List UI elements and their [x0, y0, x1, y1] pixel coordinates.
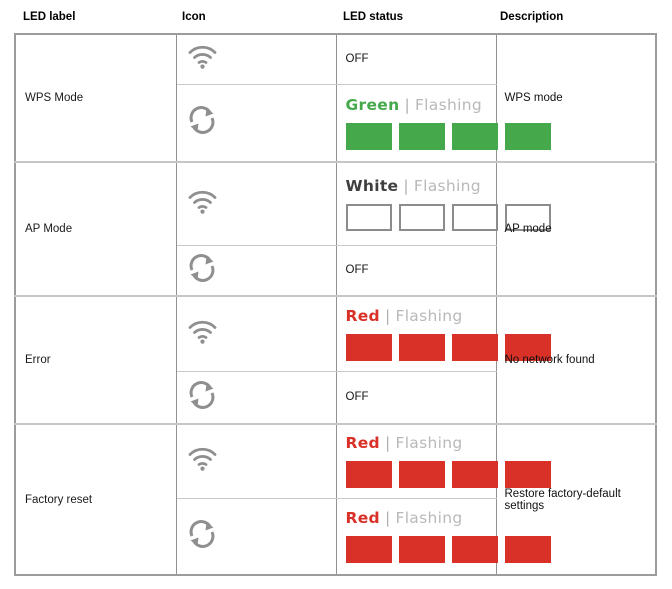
flash-status: Red | Flashing [345, 307, 551, 361]
status-flash-word: Flashing [395, 434, 463, 453]
table-row: AP Mode White | Flashing [14, 161, 657, 297]
led-label-error: Error [14, 295, 177, 425]
led-box [398, 122, 445, 150]
led-box [398, 333, 445, 361]
status-flash-word: Flashing [414, 95, 482, 114]
status-line: Red | Flashing [346, 307, 496, 325]
description-ap-mode: AP mode [495, 161, 657, 297]
led-box [451, 333, 498, 361]
icon-cell [175, 33, 337, 85]
status-separator: | [384, 306, 391, 325]
led-label-factory-reset: Factory reset [14, 423, 177, 576]
icon-cell [175, 370, 337, 425]
led-status-red-flashing: Red | Flashing [335, 295, 551, 372]
sync-icon [186, 104, 218, 136]
led-status-off: OFF [335, 370, 497, 425]
led-status-off: OFF [335, 244, 497, 297]
table-row: Red | Flashing [15, 497, 656, 576]
table-row: OFF [15, 370, 656, 425]
flash-status: Green | Flashing [345, 96, 551, 150]
icon-cell [175, 497, 337, 576]
status-line: Green | Flashing [346, 96, 496, 114]
icon-cell [175, 83, 337, 163]
status-separator: | [404, 95, 410, 114]
led-box [451, 203, 498, 231]
led-status-off: OFF [335, 33, 497, 85]
wifi-icon [186, 318, 219, 345]
sync-icon [186, 379, 218, 411]
table-row: Green | Flashing [15, 83, 656, 163]
wifi-icon [186, 445, 219, 472]
header-led-label: LED label [23, 11, 76, 23]
led-box [451, 461, 498, 489]
sync-icon [186, 252, 218, 284]
table-header: LED label Icon LED status Description [0, 11, 672, 33]
wifi-icon [186, 188, 219, 215]
status-separator: | [384, 434, 391, 453]
description-factory-reset: Restore factory-default settings [495, 423, 657, 576]
led-status-red-flashing: Red | Flashing [335, 497, 551, 576]
table-row: Error Red | Flashing [14, 295, 657, 425]
led-box [398, 536, 445, 564]
status-flash-word: Flashing [395, 306, 463, 325]
status-separator: | [384, 509, 391, 528]
status-color-word: Red [345, 509, 380, 528]
wifi-icon [186, 43, 219, 70]
flash-status: Red | Flashing [345, 509, 551, 564]
led-box [398, 461, 445, 489]
led-box [451, 122, 498, 150]
status-line: White | Flashing [346, 177, 496, 195]
status-color-word: White [345, 176, 399, 195]
status-color-word: Green [345, 95, 400, 114]
led-box [398, 203, 445, 231]
flash-status: White | Flashing [345, 177, 551, 231]
led-box [451, 536, 498, 564]
header-led-status: LED status [343, 11, 404, 23]
description-wps-mode: WPS mode [495, 33, 657, 163]
status-flash-word: Flashing [395, 509, 463, 528]
status-color-word: Red [345, 434, 380, 453]
table-row: OFF [15, 244, 656, 297]
led-strip-red [345, 536, 551, 564]
table-row: Factory reset Red | Flashing [14, 423, 657, 576]
header-icon: Icon [182, 11, 206, 23]
led-box [345, 122, 392, 150]
led-status-green-flashing: Green | Flashing [335, 83, 551, 163]
table-row: WPS Mode OFF WPS mode [14, 33, 657, 163]
status-line: Red | Flashing [346, 434, 496, 452]
led-status-red-flashing: Red | Flashing [335, 423, 551, 499]
sync-icon [186, 518, 218, 550]
led-status-white-flashing: White | Flashing [335, 161, 551, 246]
led-box [345, 203, 392, 231]
led-label-wps-mode: WPS Mode [14, 33, 177, 163]
status-color-word: Red [345, 306, 380, 325]
header-description: Description [500, 11, 564, 23]
status-flash-word: Flashing [413, 176, 481, 195]
icon-cell [175, 295, 337, 372]
status-separator: | [403, 176, 409, 195]
status-line: Red | Flashing [346, 509, 496, 527]
icon-cell [175, 161, 337, 246]
flash-status: Red | Flashing [345, 434, 551, 489]
description-error: No network found [495, 295, 657, 425]
icon-cell [175, 244, 337, 297]
led-box [345, 333, 392, 361]
led-label-ap-mode: AP Mode [14, 161, 177, 297]
led-box [345, 536, 392, 564]
led-status-table: WPS Mode OFF WPS mode [14, 33, 657, 576]
led-box [345, 461, 392, 489]
icon-cell [175, 423, 337, 499]
